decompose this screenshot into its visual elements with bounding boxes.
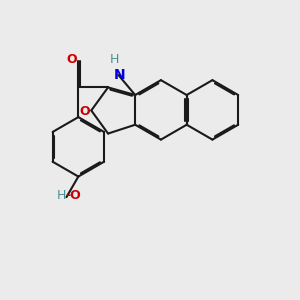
Text: O: O <box>80 105 90 118</box>
Text: -O: -O <box>65 190 81 202</box>
Text: O: O <box>67 52 77 66</box>
Text: H: H <box>110 53 119 66</box>
Text: N: N <box>114 68 126 82</box>
Text: H: H <box>56 190 66 202</box>
